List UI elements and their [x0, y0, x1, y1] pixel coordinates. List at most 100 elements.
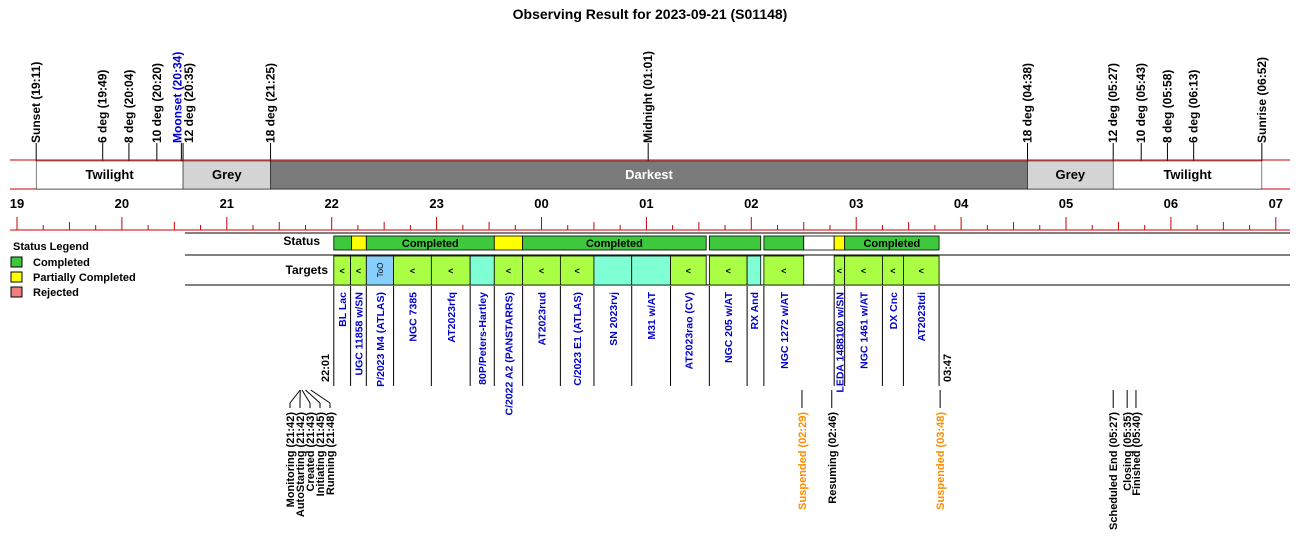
target-block[interactable] — [708, 255, 748, 286]
target-mark: < — [340, 266, 345, 276]
target-block[interactable] — [393, 255, 432, 286]
target-name-at2023tdi[interactable]: AT2023tdi — [916, 292, 928, 341]
legend-label: Completed — [33, 257, 90, 269]
target-too-mark: ToO — [376, 263, 385, 278]
axis-hour-label: 21 — [220, 196, 234, 211]
axis-hour-label: 23 — [429, 196, 443, 211]
bottom-event-label: Suspended (02:29) — [797, 412, 809, 510]
bottom-event-tick — [310, 389, 331, 404]
target-name-at2023rud[interactable]: AT2023rud — [537, 292, 549, 346]
target-name-c-2023-e1-atlas[interactable]: C/2023 E1 (ATLAS) — [572, 292, 584, 386]
axis-hour-label: 04 — [954, 196, 969, 211]
target-block[interactable] — [903, 255, 940, 286]
sky-event-label: 8 deg (20:04) — [122, 70, 136, 143]
sky-event-label: 6 deg (19:49) — [96, 70, 110, 143]
target-mark: < — [781, 266, 786, 276]
target-name-sn-2023rvj[interactable]: SN 2023rvj — [608, 292, 620, 346]
bottom-event-label: Scheduled End (05:27) — [1108, 412, 1120, 530]
end-time-label: 03:47 — [942, 354, 954, 382]
target-block[interactable] — [763, 255, 805, 286]
target-mark: < — [539, 266, 544, 276]
observation-rows: Status Targets Completed Completed Completed… — [185, 232, 1290, 286]
axis-hour-label: 06 — [1164, 196, 1178, 211]
target-block[interactable] — [631, 255, 671, 286]
target-name-rx-and[interactable]: RX And — [749, 292, 761, 330]
target-block[interactable] — [469, 255, 495, 286]
start-time-label: 22:01 — [320, 354, 332, 382]
target-block[interactable] — [746, 255, 762, 286]
bottom-event-label: Resuming (02:46) — [827, 412, 839, 504]
target-name-c-2022-a2-panstarrs[interactable]: C/2022 A2 (PANSTARRS) — [503, 292, 515, 416]
status-block-label: Completed — [402, 238, 459, 250]
targets-row-label: Targets — [286, 263, 329, 277]
legend-swatch-rejected — [10, 286, 23, 298]
legend-swatch-completed — [10, 256, 23, 268]
status-block-completed — [522, 235, 707, 251]
sky-event-label: 8 deg (05:58) — [1160, 70, 1174, 143]
status-block-completed — [763, 235, 805, 251]
bottom-event-tick — [289, 389, 301, 404]
target-mark: < — [919, 266, 924, 276]
target-name-leda-1488100-w-sn[interactable]: LEDA 1488100 w/SN — [834, 292, 846, 393]
target-name-at2023rao-cv[interactable]: AT2023rao (CV) — [683, 292, 695, 369]
target-mark: < — [356, 266, 361, 276]
status-block-label: Completed — [863, 238, 920, 250]
legend-label: Partially Completed — [33, 272, 136, 284]
bottom-event-label: Initiating (21:45) — [315, 412, 327, 497]
axis-hour-label: 22 — [324, 196, 338, 211]
target-mark: < — [448, 266, 453, 276]
target-block[interactable] — [430, 255, 471, 286]
sky-event-labels: Sunset (19:11) 6 deg (19:49) 8 deg (20:04)… — [29, 51, 1269, 161]
axis-hour-label: 01 — [639, 196, 653, 211]
target-name-ngc-1461-w-at[interactable]: NGC 1461 w/AT — [859, 291, 871, 368]
target-block[interactable] — [365, 255, 394, 286]
axis-hour-label: 03 — [849, 196, 863, 211]
sky-band-darkest — [270, 160, 1028, 190]
bottom-event-labels: Monitoring (21:42)AutoStarting (21:42)Cr… — [285, 389, 1143, 530]
bottom-event-tick — [305, 389, 321, 404]
target-block[interactable] — [493, 255, 524, 286]
target-name-at2023rfq[interactable]: AT2023rfq — [446, 292, 458, 343]
target-block[interactable] — [559, 255, 595, 286]
status-block-completed — [708, 235, 762, 251]
bottom-event-label: AutoStarting (21:42) — [295, 412, 307, 517]
status-block-partial — [833, 235, 846, 251]
legend-label: Rejected — [33, 287, 79, 299]
bottom-event-label: Created (21:43) — [305, 412, 317, 492]
target-block[interactable] — [670, 255, 707, 286]
target-name-ngc-205-w-at[interactable]: NGC 205 w/AT — [723, 291, 735, 363]
status-block-completed — [333, 235, 353, 251]
target-mark: < — [686, 266, 691, 276]
status-block-empty — [803, 235, 835, 251]
target-name-dx-cnc[interactable]: DX Cnc — [888, 292, 900, 330]
status-block-partial — [493, 235, 524, 251]
target-name-bl-lac[interactable]: BL Lac — [337, 292, 349, 327]
sky-band-grey — [1027, 160, 1114, 190]
target-name-p-2023-m4-atlas[interactable]: P/2023 M4 (ATLAS) — [375, 292, 387, 387]
sky-event-label: 18 deg (04:38) — [1021, 63, 1035, 143]
axis-hour-label: 05 — [1059, 196, 1073, 211]
bottom-event-label: Finished (05:40) — [1131, 412, 1143, 496]
status-block-completed — [844, 235, 940, 251]
sky-band-label: Grey — [1056, 167, 1086, 182]
target-name-ngc-7385[interactable]: NGC 7385 — [407, 292, 419, 342]
target-name-ngc-1272-w-at[interactable]: NGC 1272 w/AT — [779, 291, 791, 368]
bottom-event-label: Running (21:48) — [325, 412, 337, 495]
target-name-m31-w-at[interactable]: M31 w/AT — [646, 291, 658, 339]
sky-event-label: Sunrise (06:52) — [1255, 57, 1269, 143]
sky-band-label: Twilight — [1163, 167, 1212, 182]
sky-band-label: Grey — [212, 167, 242, 182]
target-mark: < — [726, 266, 731, 276]
sky-band-grey — [182, 160, 271, 190]
target-name-80p-peters-hartley[interactable]: 80P/Peters-Hartley — [477, 292, 489, 385]
sky-event-label: Sunset (19:11) — [29, 62, 43, 143]
sky-band-twilight — [1112, 160, 1263, 190]
sky-event-label: 10 deg (05:43) — [1134, 63, 1148, 143]
target-mark: < — [410, 266, 415, 276]
target-block[interactable] — [522, 255, 561, 286]
target-block[interactable] — [593, 255, 633, 286]
target-name-ugc-11858-w-sn[interactable]: UGC 11858 w/SN — [353, 292, 365, 375]
page-title: Observing Result for 2023-09-21 (S01148) — [512, 6, 788, 22]
target-mark: < — [837, 266, 842, 276]
sky-bands: Twilight Grey Darkest Grey Twilight — [10, 159, 1290, 190]
